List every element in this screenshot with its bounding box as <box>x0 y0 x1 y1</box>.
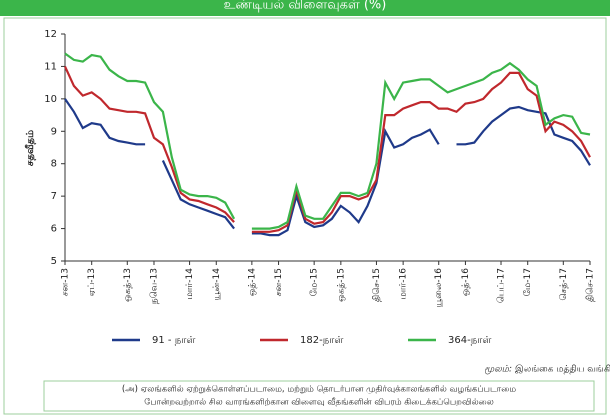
x-tick-label: யூலை-16 <box>434 268 444 308</box>
x-tick-label: திசெ-17 <box>586 268 596 302</box>
x-tick-label: நவெ-13 <box>149 268 159 304</box>
frame <box>3 17 607 415</box>
y-tick-label: 12 <box>44 29 57 40</box>
x-tick-label: மே-15 <box>310 268 320 296</box>
y-axis-label: சதவீதம் <box>24 130 36 166</box>
x-tick-label: மே-17 <box>523 268 533 296</box>
chart-title: உண்டியல் விளைவுகள் (%) <box>224 0 387 13</box>
series-line <box>64 98 591 237</box>
title-banner <box>0 0 610 16</box>
footnote: (அ) ஏலங்களில் ஏற்றுக்கொள்ளப்படாமை, மற்று… <box>122 385 516 395</box>
footnote-box <box>43 380 595 412</box>
x-tick-label: மார்-16 <box>399 268 409 300</box>
y-tick-label: 7 <box>51 191 57 202</box>
footnote: போன்றவற்றால் சில வாரங்களிற்கான விளைவு வீ… <box>144 398 494 408</box>
y-tick-label: 11 <box>44 61 57 72</box>
source-label: மூலம்: <box>484 365 512 375</box>
x-tick-label: சன-13 <box>61 268 71 296</box>
x-tick-label: ஒகத்-13 <box>123 268 133 302</box>
y-tick-label: 8 <box>51 159 57 170</box>
x-tick-label: ஒத்-14 <box>247 268 257 296</box>
x-tick-label: சன-15 <box>274 268 284 296</box>
x-tick-label: பெப்-17 <box>497 268 507 303</box>
x-tick-label: யூன்-14 <box>212 268 222 301</box>
series-line <box>64 52 591 230</box>
x-tick-label: ஒத்-16 <box>461 268 471 296</box>
x-tick-label: ஒகத்-15 <box>336 268 346 302</box>
series-line <box>63 65 591 233</box>
legend-label: 182-நாள் <box>300 335 343 346</box>
y-tick-label: 5 <box>51 256 57 267</box>
x-tick-label: செத்-17 <box>559 268 569 301</box>
y-tick-label: 9 <box>51 126 57 137</box>
x-tick-label: திசெ-15 <box>372 268 382 302</box>
legend-label: 91 - நாள் <box>152 335 195 346</box>
x-tick-label: மார்-14 <box>185 268 195 300</box>
x-tick-label: ஏப்-13 <box>87 268 97 296</box>
legend-label: 364-நாள் <box>448 335 491 346</box>
source: இலங்கை மத்திய வங்கி <box>515 365 610 375</box>
y-tick-label: 10 <box>44 94 57 105</box>
y-tick-label: 6 <box>51 224 57 235</box>
